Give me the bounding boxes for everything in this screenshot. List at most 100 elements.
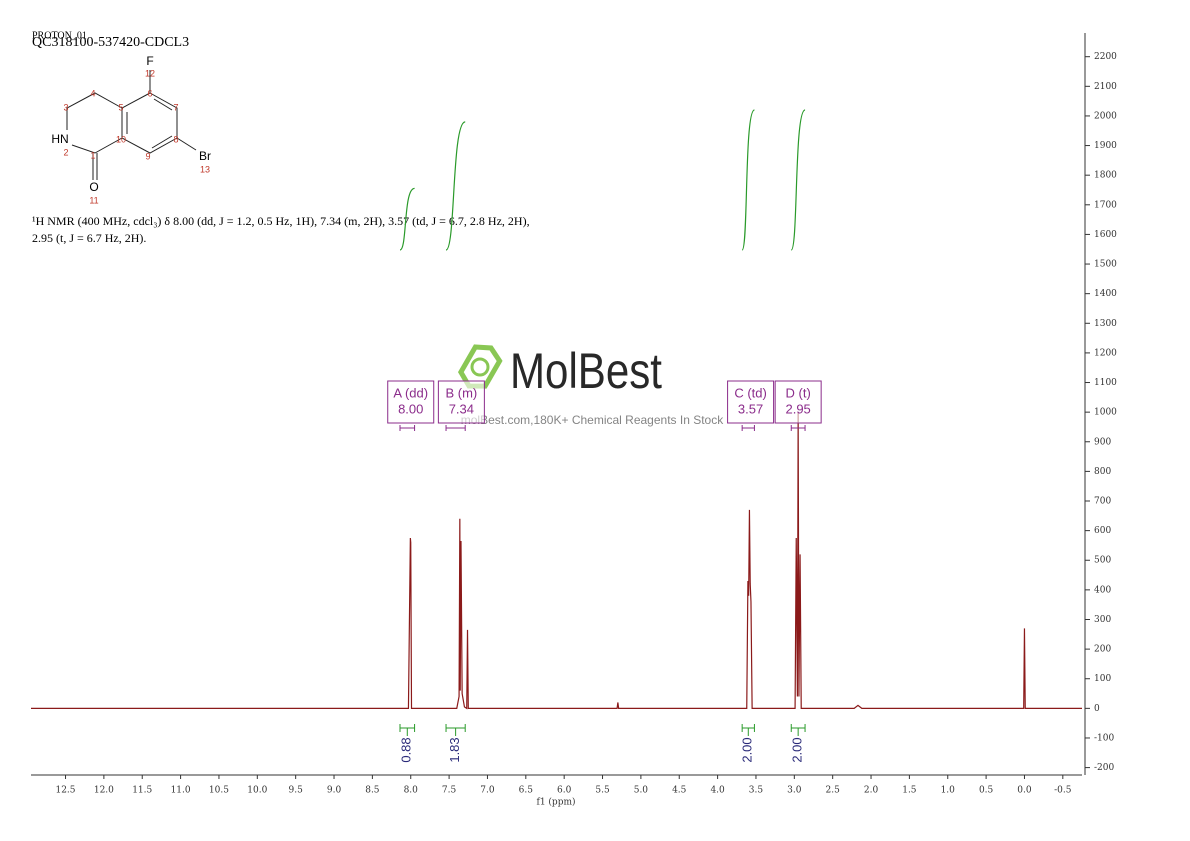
atom-number: 9 xyxy=(145,151,150,161)
y-tick-label: 700 xyxy=(1094,497,1111,507)
integral-label: 2.00 xyxy=(740,737,755,762)
y-tick-label: 2100 xyxy=(1094,82,1117,92)
multiplet-range xyxy=(399,425,416,431)
x-tick-label: 12.0 xyxy=(94,786,114,796)
bond xyxy=(176,137,197,151)
x-tick-label: -0.5 xyxy=(1054,786,1072,796)
multiplet-box xyxy=(437,380,485,424)
y-tick-label: 2200 xyxy=(1094,52,1117,62)
chart-subtitle: QC318100-537420-CDCL3 xyxy=(32,35,189,50)
structure: F 12 6 7 5 4 3 HN 2 1 10 9 8 Br 13 O 11 xyxy=(51,54,211,205)
x-axis-label: f1 (ppm) xyxy=(537,797,576,808)
x-tick-label: 3.5 xyxy=(749,786,764,796)
y-tick-label: 800 xyxy=(1094,467,1111,477)
x-tick-label: 1.0 xyxy=(941,786,956,796)
y-tick-label: -100 xyxy=(1094,733,1114,743)
integral-curve xyxy=(399,187,415,251)
logo xyxy=(470,357,490,377)
y-tick-label: 1600 xyxy=(1094,230,1117,240)
x-tick-label: 3.0 xyxy=(787,786,802,796)
multiplet-name: C (td) xyxy=(734,385,767,400)
y-tick-label: 200 xyxy=(1094,645,1111,655)
y-tick-label: 1500 xyxy=(1094,260,1117,270)
y-tick-label: 1100 xyxy=(1094,378,1117,388)
x-tick-label: 7.0 xyxy=(480,786,495,796)
atom-number: 3 xyxy=(63,102,68,112)
y-tick-label: 1300 xyxy=(1094,319,1117,329)
atom-number: 7 xyxy=(173,102,178,112)
bond xyxy=(121,70,178,154)
description: 2.95 (t, J = 6.7 Hz, 2H). xyxy=(32,231,146,245)
x-tick-label: 6.5 xyxy=(519,786,534,796)
bond xyxy=(71,137,123,154)
multiplet-shift: 3.57 xyxy=(738,401,763,416)
y-tick-label: 1200 xyxy=(1094,348,1117,358)
multiplet-shift: 8.00 xyxy=(398,401,423,416)
multiplet: A (dd)8.00 xyxy=(387,380,435,431)
x-tick-label: 10.0 xyxy=(247,786,267,796)
multiplet-shift: 2.95 xyxy=(785,401,810,416)
multiplet-name: B (m) xyxy=(445,385,477,400)
atom: O xyxy=(89,180,98,194)
multiplet-range xyxy=(741,425,755,431)
atom-number: 5 xyxy=(118,102,123,112)
atom: F xyxy=(146,54,153,68)
bond xyxy=(151,135,173,149)
y-tick-label: 600 xyxy=(1094,526,1111,536)
multiplet-name: A (dd) xyxy=(393,385,428,400)
watermark-brand: MolBest xyxy=(510,343,662,399)
atom-number: 4 xyxy=(90,88,95,98)
atom-number: 13 xyxy=(200,164,210,174)
x-tick-label: 8.0 xyxy=(404,786,419,796)
multiplet: D (t)2.95 xyxy=(774,380,822,431)
chart-title: PROTON_01 xyxy=(32,30,87,41)
y-tick-label: 2000 xyxy=(1094,111,1117,121)
y-tick-label: 1000 xyxy=(1094,408,1117,418)
y-tick-label: 1800 xyxy=(1094,171,1117,181)
x-tick-label: 11.0 xyxy=(171,786,191,796)
bond xyxy=(66,92,123,130)
integral-curve xyxy=(741,109,755,251)
x-tick-label: 1.5 xyxy=(902,786,917,796)
x-tick-label: 8.5 xyxy=(365,786,380,796)
y-tick-label: 500 xyxy=(1094,556,1111,566)
x-tick-label: 10.5 xyxy=(209,786,229,796)
multiplet-box xyxy=(387,380,435,424)
multiplet: B (m)7.34 xyxy=(437,380,485,431)
multiplet-range xyxy=(790,425,806,431)
integral-curve xyxy=(790,109,806,251)
multiplet-shift: 7.34 xyxy=(449,401,474,416)
y-tick-label: 1400 xyxy=(1094,289,1117,299)
y-tick-label: 900 xyxy=(1094,437,1111,447)
x-tick-label: 2.0 xyxy=(864,786,879,796)
watermark-tagline: molBest.com,180K+ Chemical Reagents In S… xyxy=(461,413,724,427)
atom-number: 10 xyxy=(116,134,126,144)
x-tick-label: 0.5 xyxy=(979,786,994,796)
integral-curve xyxy=(445,121,466,251)
multiplet-range xyxy=(445,425,466,431)
integral-range xyxy=(399,724,416,736)
atom-number: 12 xyxy=(145,68,155,78)
x-tick-label: 5.0 xyxy=(634,786,649,796)
atom-number: 6 xyxy=(147,88,152,98)
x-tick-label: 12.5 xyxy=(55,786,75,796)
atom-number: 1 xyxy=(90,150,95,160)
bond xyxy=(153,98,173,111)
watermark: MolBest molBest.com,180K+ Chemical Reage… xyxy=(457,343,724,427)
integral-label: 1.83 xyxy=(447,737,462,762)
y-tick-label: 0 xyxy=(1094,704,1100,714)
x-tick-label: 2.5 xyxy=(826,786,841,796)
multiplet-box xyxy=(727,380,775,424)
atom-number: 11 xyxy=(89,195,98,205)
integral-label: 0.88 xyxy=(399,737,414,762)
multiplet: C (td)3.57 xyxy=(727,380,775,431)
y-tick-label: 400 xyxy=(1094,585,1111,595)
x-tick-label: 9.0 xyxy=(327,786,342,796)
logo xyxy=(457,344,503,389)
x-tick-label: 4.0 xyxy=(710,786,725,796)
multiplet-box xyxy=(774,380,822,424)
atom: HN xyxy=(51,132,68,146)
integral-range xyxy=(445,724,466,736)
atom-number: 8 xyxy=(173,134,178,144)
